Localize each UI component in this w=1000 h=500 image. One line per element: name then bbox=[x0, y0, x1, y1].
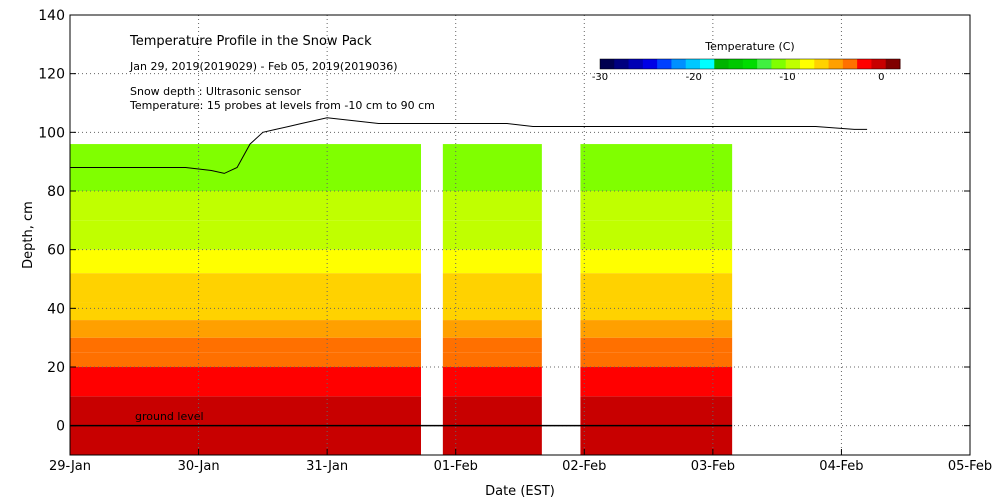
heat-band-2-1 bbox=[580, 367, 733, 397]
heat-band-2-8 bbox=[580, 220, 733, 250]
colorbar-swatch-19 bbox=[871, 59, 887, 69]
heat-band-0-5 bbox=[70, 302, 421, 321]
heat-band-1-3 bbox=[442, 337, 542, 353]
colorbar-swatch-15 bbox=[814, 59, 830, 69]
heat-band-0-3 bbox=[70, 337, 421, 353]
heat-band-1-8 bbox=[442, 220, 542, 250]
colorbar-swatch-9 bbox=[728, 59, 744, 69]
heat-band-2-9 bbox=[580, 191, 733, 221]
y-tick-label-140: 140 bbox=[38, 8, 65, 24]
colorbar-swatch-4 bbox=[657, 59, 672, 69]
heat-band-2-10 bbox=[580, 144, 733, 191]
y-tick-label-20: 20 bbox=[47, 360, 65, 376]
y-tick-label-100: 100 bbox=[38, 125, 65, 141]
heat-band-0-4 bbox=[70, 320, 421, 338]
heat-band-1-10 bbox=[442, 144, 542, 191]
colorbar-swatch-11 bbox=[757, 59, 772, 69]
x-tick-label-5: 03-Feb bbox=[691, 459, 735, 474]
x-tick-label-2: 31-Jan bbox=[306, 459, 348, 474]
colorbar-tick-0: 0 bbox=[878, 72, 884, 83]
heat-band-1-7 bbox=[442, 249, 542, 274]
heat-band-1-6 bbox=[442, 273, 542, 303]
y-tick-label-0: 0 bbox=[56, 419, 65, 435]
x-tick-label-1: 30-Jan bbox=[178, 459, 220, 474]
colorbar-tick--10: -10 bbox=[779, 72, 795, 83]
heat-band-0-6 bbox=[70, 273, 421, 303]
colorbar-swatch-10 bbox=[742, 59, 758, 69]
y-tick-label-60: 60 bbox=[47, 243, 65, 259]
chart-subtitle: Jan 29, 2019(2019029) - Feb 05, 2019(201… bbox=[129, 60, 398, 73]
colorbar-swatch-17 bbox=[842, 59, 858, 69]
colorbar-swatch-3 bbox=[642, 59, 658, 69]
snow-depth-line bbox=[70, 117, 868, 174]
heat-band-2-7 bbox=[580, 249, 733, 274]
colorbar-swatch-13 bbox=[785, 59, 801, 69]
colorbar-swatch-12 bbox=[771, 59, 787, 69]
colorbar-swatch-1 bbox=[614, 59, 630, 69]
colorbar-swatch-7 bbox=[700, 59, 715, 69]
colorbar-tick--30: -30 bbox=[592, 72, 608, 83]
x-tick-label-6: 04-Feb bbox=[819, 459, 863, 474]
colorbar-title: Temperature (C) bbox=[704, 40, 794, 53]
ground-level-label: ground level bbox=[135, 410, 204, 423]
heat-band-1-5 bbox=[442, 302, 542, 321]
heat-band-0-2 bbox=[70, 352, 421, 367]
heat-band-1-9 bbox=[442, 191, 542, 221]
heat-band-2-3 bbox=[580, 337, 733, 353]
colorbar-swatch-6 bbox=[685, 59, 701, 69]
x-axis-label: Date (EST) bbox=[485, 484, 555, 499]
colorbar-swatch-20 bbox=[885, 59, 901, 69]
x-tick-label-4: 02-Feb bbox=[562, 459, 606, 474]
x-tick-label-0: 29-Jan bbox=[49, 459, 91, 474]
colorbar-border bbox=[599, 58, 901, 70]
colorbar-swatch-5 bbox=[671, 59, 687, 69]
colorbar-swatch-0 bbox=[600, 59, 615, 69]
x-tick-label-7: 05-Feb bbox=[948, 459, 992, 474]
heat-band-0-7 bbox=[70, 249, 421, 274]
y-tick-label-80: 80 bbox=[47, 184, 65, 200]
heat-band-1-1 bbox=[442, 367, 542, 397]
heat-band-2-4 bbox=[580, 320, 733, 338]
y-tick-label-40: 40 bbox=[47, 301, 65, 317]
x-tick-label-3: 01-Feb bbox=[434, 459, 478, 474]
y-axis-ticks: 0 20 40 60 80 100 120 140 bbox=[38, 8, 970, 435]
colorbar-ticks: -30 -20 -10 0 bbox=[592, 72, 885, 83]
y-tick-label-120: 120 bbox=[38, 67, 65, 83]
heatmap-layer bbox=[70, 144, 733, 455]
colorbar-swatch-14 bbox=[800, 59, 815, 69]
heat-band-2-2 bbox=[580, 352, 733, 367]
heat-band-2-6 bbox=[580, 273, 733, 303]
heat-band-0-1 bbox=[70, 367, 421, 397]
colorbar bbox=[599, 58, 901, 70]
x-axis-ticks: 29-Jan 30-Jan 31-Jan 01-Feb 02-Feb 03-Feb 04-F… bbox=[49, 449, 992, 474]
heat-band-0-9 bbox=[70, 191, 421, 221]
colorbar-swatch-2 bbox=[628, 59, 644, 69]
note-snow-depth: Snow depth : Ultrasonic sensor bbox=[130, 85, 302, 98]
colorbar-tick--20: -20 bbox=[686, 72, 702, 83]
heat-band-1-4 bbox=[442, 320, 542, 338]
note-temperature: Temperature: 15 probes at levels from -1… bbox=[129, 99, 435, 112]
colorbar-swatch-8 bbox=[714, 59, 730, 69]
colorbar-swatch-16 bbox=[828, 59, 844, 69]
plot-frame bbox=[69, 14, 971, 456]
heat-band-1-2 bbox=[442, 352, 542, 367]
colorbar-swatch-18 bbox=[857, 59, 872, 69]
heat-band-0-8 bbox=[70, 220, 421, 250]
y-axis-label: Depth, cm bbox=[21, 201, 36, 269]
heat-band-2-5 bbox=[580, 302, 733, 321]
chart-title: Temperature Profile in the Snow Pack bbox=[129, 34, 372, 49]
